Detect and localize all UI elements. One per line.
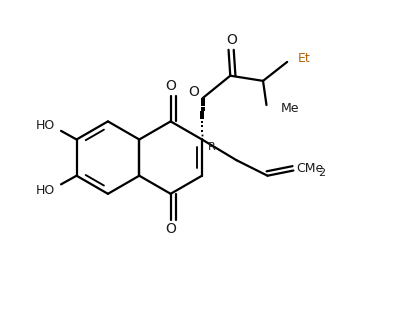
Text: Me: Me xyxy=(281,102,299,115)
Text: O: O xyxy=(165,222,176,236)
Text: O: O xyxy=(165,79,176,93)
Text: CMe: CMe xyxy=(296,162,323,175)
Text: 2: 2 xyxy=(318,168,325,178)
Text: HO: HO xyxy=(36,184,55,197)
Text: Et: Et xyxy=(298,52,311,65)
Text: HO: HO xyxy=(36,118,55,132)
Text: O: O xyxy=(189,85,200,99)
Text: R: R xyxy=(208,142,215,152)
Text: O: O xyxy=(226,33,237,47)
